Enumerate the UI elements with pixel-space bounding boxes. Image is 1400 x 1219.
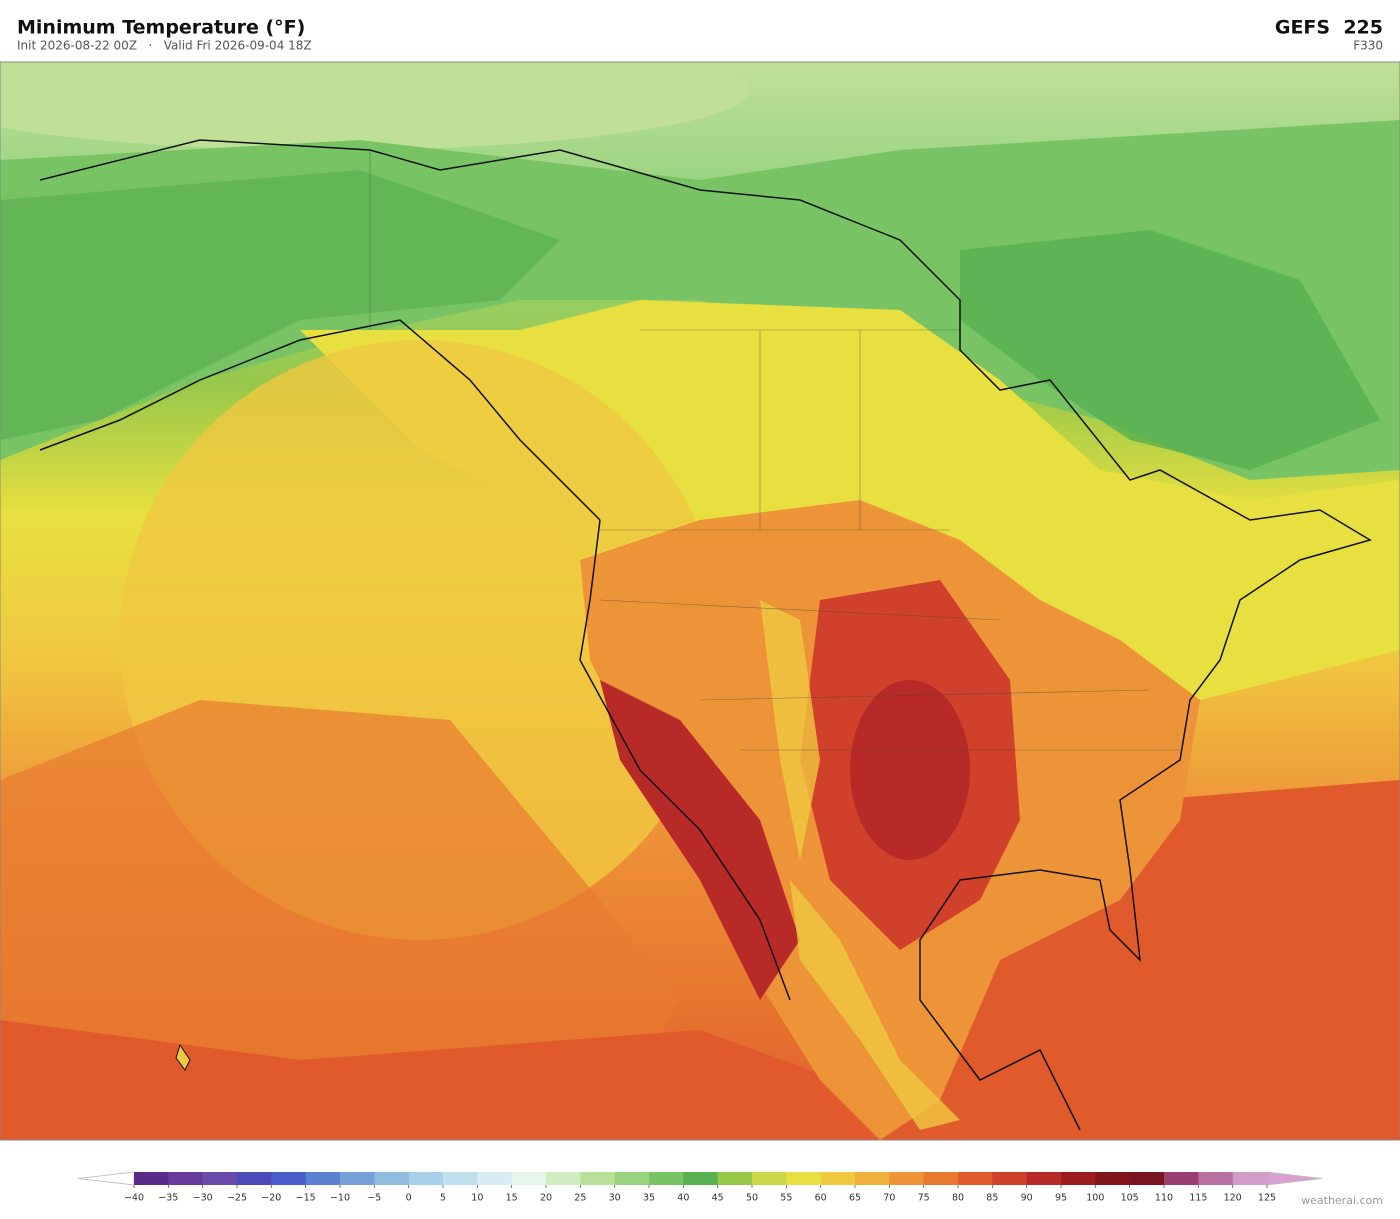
colorbar-tick-label: −40 — [124, 1193, 144, 1204]
colorbar-tick-label: −5 — [367, 1193, 381, 1204]
texas-hot-core — [850, 680, 970, 860]
colorbar-bin — [786, 1172, 822, 1185]
colorbar-tick-label: 60 — [815, 1193, 827, 1204]
colorbar-bin — [1164, 1172, 1199, 1185]
colorbar-tick-label: 10 — [471, 1193, 483, 1204]
colorbar-tick-label: 90 — [1021, 1193, 1033, 1204]
coastline — [39, 139, 1372, 1131]
colorbar-tick-label: 95 — [1055, 1193, 1067, 1204]
colorbar-tick-label: −20 — [261, 1193, 281, 1204]
colorbar-tick-label: −10 — [330, 1193, 350, 1204]
pacific-red — [0, 1020, 1000, 1140]
colorbar-tick-label: 70 — [883, 1193, 895, 1204]
colorbar-bin — [340, 1172, 375, 1185]
borders — [369, 150, 1180, 751]
colorbar-bin — [202, 1172, 238, 1185]
colorbar-bin — [1061, 1172, 1096, 1185]
colorbar-bin — [752, 1172, 787, 1185]
colorbar-bin — [1026, 1172, 1062, 1185]
colorbar-bin — [237, 1172, 272, 1185]
colorbar-tick-label: 15 — [506, 1193, 518, 1204]
map — [0, 62, 1400, 1140]
colorbar-bin — [271, 1172, 307, 1185]
colorbar-bin — [958, 1172, 993, 1185]
colorbar-bin — [614, 1172, 650, 1185]
colorbar-bin — [992, 1172, 1028, 1185]
colorbar-tick-label: 5 — [440, 1193, 446, 1204]
colorbar-bin — [1198, 1172, 1234, 1185]
colorbar-bin — [1232, 1172, 1268, 1185]
southwest-hot — [600, 680, 800, 1000]
colorbar-tick-label: 80 — [952, 1193, 964, 1204]
colorbar-tick-label: 105 — [1121, 1193, 1139, 1204]
colorbar-bin — [511, 1172, 547, 1185]
arctic-region — [0, 62, 750, 150]
colorbar-tick-label: −30 — [193, 1193, 213, 1204]
alaska-cool — [0, 170, 560, 440]
colorbar-tick-label: −25 — [227, 1193, 247, 1204]
colorbar-tick-label: 110 — [1155, 1193, 1173, 1204]
colorbar-bin — [580, 1172, 616, 1185]
colorbar-bin — [305, 1172, 341, 1185]
colorbar-bin — [717, 1172, 753, 1185]
colorbar: −40 −35 −30 −25 −20 −15 −10 −5 0 5 10 15 20 25 30 35 40 4… — [77, 1171, 1323, 1204]
colorbar-tick-label: 55 — [780, 1193, 792, 1204]
colorbar-over — [1266, 1171, 1323, 1186]
colorbar-bin — [477, 1172, 513, 1185]
colorbar-tick-label: 45 — [712, 1193, 724, 1204]
colorbar-under — [77, 1171, 135, 1186]
colorbar-bin — [443, 1172, 478, 1185]
colorbar-tick-label: −15 — [296, 1193, 316, 1204]
colorbar-bin — [1129, 1172, 1165, 1185]
hudson-cool — [960, 230, 1380, 470]
colorbar-bin — [683, 1172, 719, 1185]
colorbar-bin — [820, 1172, 856, 1185]
colorbar-tick-label: −35 — [158, 1193, 178, 1204]
pacific-orange — [0, 700, 680, 1140]
colorbar-tick-label: 125 — [1258, 1193, 1276, 1204]
rockies-cool — [760, 600, 820, 860]
colorbar-tick-label: 50 — [746, 1193, 758, 1204]
colorbar-bin — [134, 1172, 169, 1185]
colorbar-tick-label: 75 — [918, 1193, 930, 1204]
colorbar-bin — [546, 1172, 581, 1185]
map-frame — [0, 61, 1400, 1141]
colorbar-tick-label: 85 — [986, 1193, 998, 1204]
colorbar-tick-label: 120 — [1224, 1193, 1242, 1204]
colorbar-tick-label: 100 — [1086, 1193, 1104, 1204]
colorbar-bin — [855, 1172, 890, 1185]
model-label: GEFS 225 — [1275, 17, 1383, 39]
title: Minimum Temperature (°F) — [17, 17, 305, 39]
hawaii — [175, 1043, 191, 1071]
colorbar-bin — [408, 1172, 444, 1185]
colorbar-bin — [889, 1172, 925, 1185]
colorbar-tick-label: 40 — [677, 1193, 689, 1204]
watermark: weatherai.com — [1301, 1194, 1383, 1207]
forecast-hour: F330 — [1353, 39, 1383, 53]
colorbar-bin — [649, 1172, 684, 1185]
colorbar-tick-label: 0 — [406, 1193, 412, 1204]
colorbar-tick-label: 30 — [609, 1193, 621, 1204]
colorbar-tick-label: 25 — [574, 1193, 586, 1204]
subtitle: Init 2026-08-22 00Z · Valid Fri 2026-09-… — [17, 39, 312, 53]
colorbar-tick-label: 20 — [540, 1193, 552, 1204]
sierra-madre-cool — [790, 880, 960, 1130]
colorbar-tick-label: 35 — [643, 1193, 655, 1204]
colorbar-tick-label: 115 — [1189, 1193, 1207, 1204]
colorbar-bin — [374, 1172, 410, 1185]
colorbar-bin — [923, 1172, 959, 1185]
colorbar-tick-label: 65 — [849, 1193, 861, 1204]
colorbar-bin — [168, 1172, 204, 1185]
colorbar-bin — [1095, 1172, 1131, 1185]
